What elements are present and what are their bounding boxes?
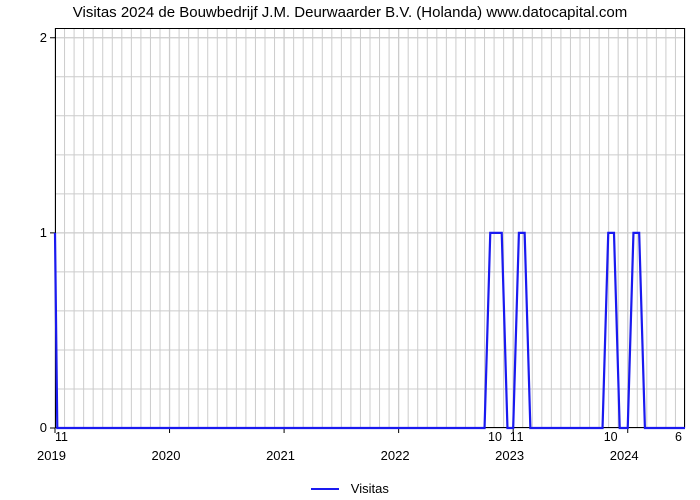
x-tick-label: 2024 <box>610 448 639 463</box>
legend: Visitas <box>0 480 700 496</box>
value-label: 10 <box>488 430 502 444</box>
value-label: 1 <box>517 430 524 444</box>
legend-swatch <box>311 488 339 490</box>
x-tick-label: 2023 <box>495 448 524 463</box>
line-chart <box>55 28 685 428</box>
x-tick-label: 2022 <box>381 448 410 463</box>
y-tick-label: 2 <box>40 30 47 45</box>
x-tick-label: 2021 <box>266 448 295 463</box>
x-tick-label: 2020 <box>152 448 181 463</box>
y-tick-label: 0 <box>40 420 47 435</box>
value-label: 11 <box>55 430 68 444</box>
chart-title: Visitas 2024 de Bouwbedrijf J.M. Deurwaa… <box>0 4 700 21</box>
value-label: 6 <box>675 430 682 444</box>
value-label: 10 <box>604 430 618 444</box>
x-tick-label: 2019 <box>37 448 66 463</box>
legend-label: Visitas <box>351 481 389 496</box>
y-tick-label: 1 <box>40 225 47 240</box>
